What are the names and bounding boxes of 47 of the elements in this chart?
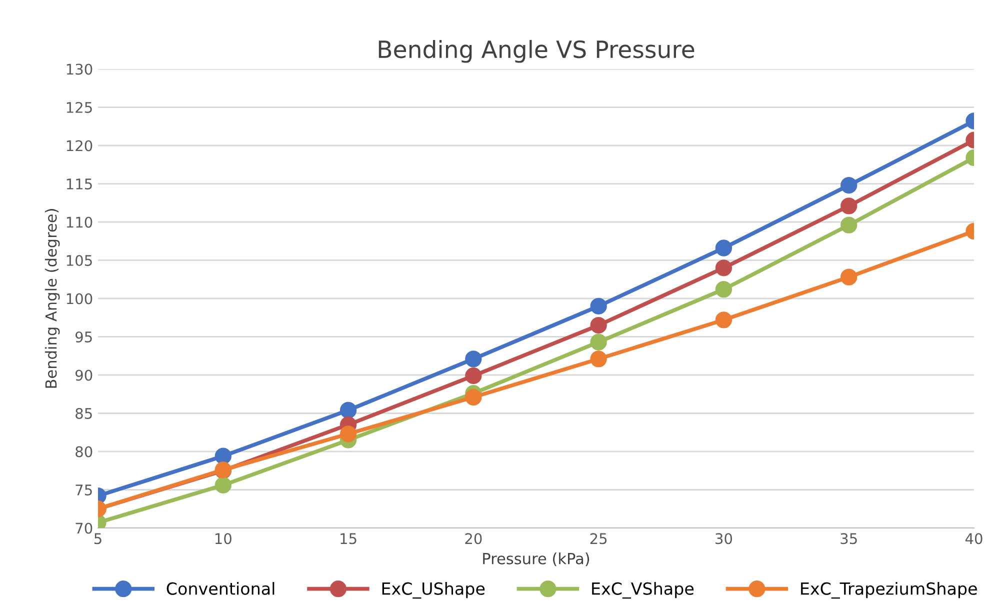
point [715,240,732,256]
point [715,260,732,276]
x-tick-label: 10 [215,533,232,544]
point [590,334,607,350]
x-axis-title: Pressure (kPa) [483,552,590,566]
legend-label: ExC_VShape [592,582,694,599]
x-tick-label: 40 [965,533,982,544]
point [590,350,607,368]
x-tick-label: 15 [340,533,356,544]
point [715,312,732,328]
point [590,298,607,314]
y-tick-label: 110 [66,216,92,228]
y-tick-label: 125 [66,102,92,113]
legend-label: ExC_UShape [382,582,485,599]
point [840,216,858,234]
x-tick-label: 30 [716,533,732,544]
y-tick-label: 70 [76,522,92,534]
x-tick-label: 25 [590,533,607,544]
y-tick-label: 80 [76,446,92,458]
y-tick-label: 90 [76,370,92,381]
point [340,426,357,442]
y-tick-label: 100 [66,293,92,304]
point [465,388,482,406]
y-tick-label: 85 [76,408,92,419]
chart-title: Bending Angle VS Pressure [378,40,694,63]
y-tick-label: 105 [66,254,92,266]
point [465,367,482,384]
point [840,176,858,194]
point [214,476,232,494]
x-tick-label: 35 [840,533,857,544]
x-tick-label: 20 [465,533,482,544]
y-axis-title: Bending Angle (degree) [44,209,60,388]
point [214,448,232,464]
point [340,402,357,419]
y-tick-label: 130 [66,64,92,75]
point [465,350,482,368]
y-tick-label: 75 [76,484,92,496]
legend-label: Conventional [166,582,274,595]
point [840,268,858,286]
y-tick-label: 120 [66,140,92,152]
legend-label: ExC_TrapeziumShape [801,582,977,599]
y-tick-label: 95 [76,331,92,342]
y-tick-label: 115 [66,178,92,190]
point [715,280,732,298]
point [840,198,858,214]
x-tick-label: 5 [94,533,102,544]
point [590,316,607,334]
